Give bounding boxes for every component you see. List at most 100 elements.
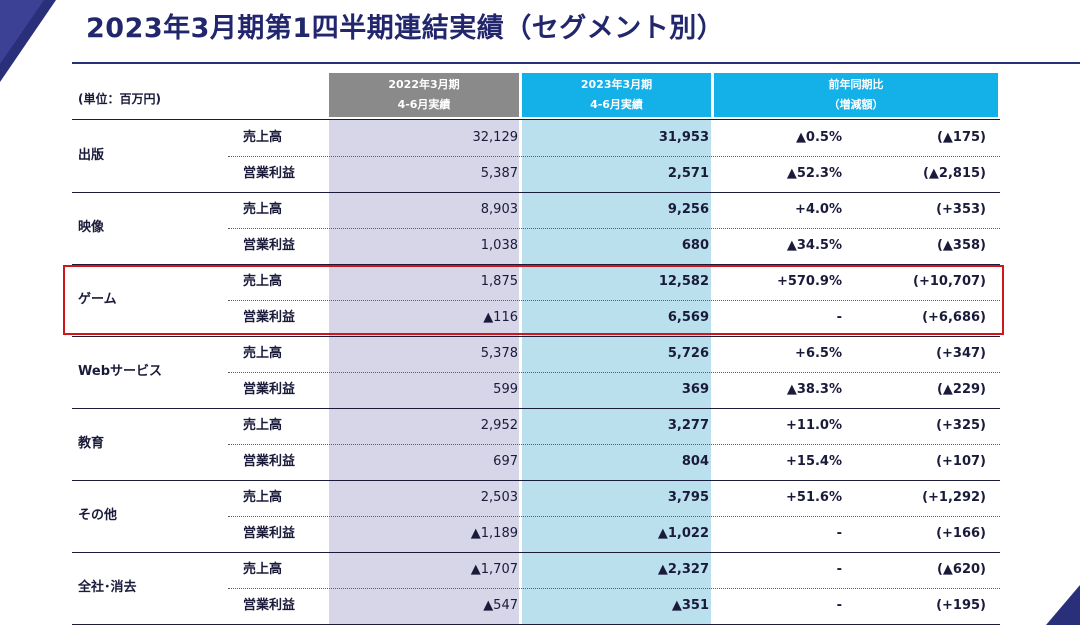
segment-name: その他: [78, 508, 118, 523]
curr-value: 3,795: [667, 490, 709, 505]
table-row: 売上高 2,503 3,795 +51.6% (+1,292): [0, 480, 1080, 516]
table-row: 営業利益 697 804 +15.4% (+107): [0, 444, 1080, 480]
segment-name: 教育: [78, 436, 105, 451]
row-label: 営業利益: [243, 598, 296, 613]
table-row: 営業利益 1,038 680 ▲34.5% (▲358): [0, 228, 1080, 264]
unit-label: (単位：百万円): [78, 92, 161, 106]
segment-name: ゲーム: [78, 292, 117, 307]
yoy-percent: +15.4%: [786, 454, 842, 469]
table-row: 売上高 5,378 5,726 +6.5% (+347): [0, 336, 1080, 372]
table-row: 売上高 8,903 9,256 +4.0% (+353): [0, 192, 1080, 228]
segment-name: 出版: [78, 148, 105, 163]
curr-value: ▲2,327: [657, 562, 709, 577]
yoy-amount: (+1,292): [922, 490, 986, 505]
curr-value: 3,277: [667, 418, 709, 433]
header-prev-period: 2022年3月期 4-6月実績: [329, 73, 519, 117]
prev-value: ▲116: [483, 310, 518, 325]
prev-value: 8,903: [480, 202, 518, 217]
yoy-amount: (▲2,815): [922, 166, 986, 181]
yoy-amount: (+10,707): [913, 274, 986, 289]
prev-value: 32,129: [472, 130, 519, 145]
yoy-amount: (+325): [936, 418, 986, 433]
segment-divider: [72, 336, 1000, 337]
table-row: 売上高 2,952 3,277 +11.0% (+325): [0, 408, 1080, 444]
segment-divider: [72, 480, 1000, 481]
segment-divider: [72, 264, 1000, 265]
curr-value: 12,582: [658, 274, 709, 289]
yoy-percent: -: [836, 310, 842, 325]
row-divider: [228, 300, 1000, 301]
row-divider: [228, 156, 1000, 157]
header-curr-year: 2023年3月期: [580, 78, 653, 91]
row-label: 売上高: [243, 490, 283, 505]
yoy-percent: ▲34.5%: [786, 238, 842, 253]
yoy-amount: (+195): [936, 598, 986, 613]
yoy-percent: +4.0%: [795, 202, 842, 217]
row-label: 営業利益: [243, 454, 296, 469]
yoy-amount: (▲358): [936, 238, 986, 253]
prev-value: ▲1,189: [470, 526, 518, 541]
yoy-amount: (+107): [936, 454, 986, 469]
segment-name: Webサービス: [78, 364, 162, 379]
curr-value: 680: [681, 238, 709, 253]
header-prev-range: 4-6月実績: [397, 98, 451, 111]
row-label: 売上高: [243, 274, 283, 289]
yoy-amount: (+6,686): [922, 310, 986, 325]
yoy-amount: (+166): [936, 526, 986, 541]
prev-value: ▲1,707: [470, 562, 518, 577]
prev-value: 2,503: [480, 490, 518, 505]
row-label: 営業利益: [243, 310, 296, 325]
row-divider: [228, 372, 1000, 373]
yoy-percent: ▲38.3%: [786, 382, 842, 397]
row-divider: [228, 444, 1000, 445]
corner-decoration-inner: [0, 0, 44, 64]
yoy-percent: +51.6%: [786, 490, 842, 505]
row-divider: [228, 228, 1000, 229]
yoy-amount: (+347): [936, 346, 986, 361]
curr-value: 5,726: [667, 346, 709, 361]
page-title: 2023年3月期第1四半期連結実績（セグメント別）: [86, 13, 725, 44]
table-row: 営業利益 ▲547 ▲351 - (+195): [0, 588, 1080, 624]
curr-value: ▲351: [671, 598, 709, 613]
row-label: 売上高: [243, 562, 283, 577]
prev-value: ▲547: [483, 598, 518, 613]
game-highlight-box: [63, 265, 1004, 335]
corner-decoration-bottom: [1046, 585, 1080, 625]
row-divider: [228, 516, 1000, 517]
segment-divider: [72, 552, 1000, 553]
row-label: 営業利益: [243, 238, 296, 253]
table-row: 売上高 1,875 12,582 +570.9% (+10,707): [0, 264, 1080, 300]
yoy-percent: -: [836, 598, 842, 613]
curr-value: 6,569: [667, 310, 709, 325]
header-curr-period: 2023年3月期 4-6月実績: [522, 73, 711, 117]
yoy-percent: -: [836, 562, 842, 577]
segment-divider: [72, 408, 1000, 409]
yoy-amount: (▲175): [936, 130, 986, 145]
table-row: 売上高 ▲1,707 ▲2,327 - (▲620): [0, 552, 1080, 588]
row-label: 売上高: [243, 130, 283, 145]
prev-value: 2,952: [480, 418, 518, 433]
table-row: 営業利益 5,387 2,571 ▲52.3% (▲2,815): [0, 156, 1080, 192]
yoy-percent: ▲0.5%: [795, 130, 842, 145]
prev-value: 5,378: [480, 346, 518, 361]
row-label: 売上高: [243, 202, 283, 217]
curr-value: 9,256: [667, 202, 709, 217]
segment-name: 全社･消去: [78, 580, 137, 595]
prev-value: 697: [493, 454, 518, 469]
yoy-percent: -: [836, 526, 842, 541]
row-label: 営業利益: [243, 526, 296, 541]
table-row: 営業利益 ▲1,189 ▲1,022 - (+166): [0, 516, 1080, 552]
curr-value: 804: [681, 454, 709, 469]
header-yoy-title: 前年同期比: [828, 78, 884, 91]
table-row: 営業利益 599 369 ▲38.3% (▲229): [0, 372, 1080, 408]
curr-value: ▲1,022: [657, 526, 709, 541]
yoy-percent: ▲52.3%: [786, 166, 842, 181]
curr-value: 369: [681, 382, 709, 397]
curr-value: 31,953: [658, 130, 709, 145]
header-prev-year: 2022年3月期: [388, 78, 460, 91]
segment-name: 映像: [78, 220, 105, 235]
row-label: 営業利益: [243, 166, 296, 181]
prev-value: 1,875: [480, 274, 518, 289]
yoy-amount: (▲229): [936, 382, 986, 397]
segment-divider: [72, 192, 1000, 193]
